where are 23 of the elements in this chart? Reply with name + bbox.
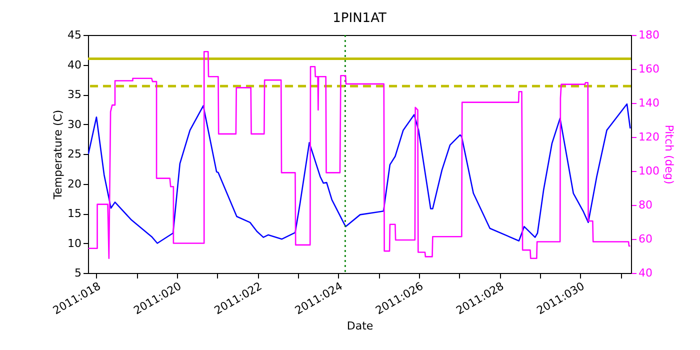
y2-tick-label: 180: [638, 28, 660, 42]
y-tick-label: 15: [68, 207, 82, 220]
y-tick-label: 20: [68, 177, 82, 190]
y-tick-label: 30: [68, 118, 82, 131]
y-tick-label: 35: [68, 88, 82, 101]
y2-axis-title: Pitch (deg): [662, 124, 676, 184]
y2-tick-label: 160: [638, 62, 660, 76]
y2-tick-label: 120: [638, 130, 660, 144]
y2-tick-label: 140: [638, 96, 660, 110]
y-tick-label: 45: [68, 28, 82, 42]
y-axis-title: Temperature (C): [52, 110, 65, 200]
line-series: [88, 51, 631, 260]
y2-tick-label: 40: [638, 266, 652, 280]
chart-title: 1PIN1AT: [332, 11, 386, 26]
y-tick-label: 40: [68, 58, 82, 72]
y2-tick-label: 100: [638, 164, 660, 178]
y2-tick-label: 80: [638, 198, 652, 212]
y-tick-label: 5: [74, 266, 82, 280]
y-tick-label: 25: [68, 148, 82, 160]
line-series: [88, 103, 631, 244]
y-tick-label: 10: [68, 236, 82, 250]
x-axis-title: Date: [346, 319, 374, 332]
y2-tick-label: 60: [638, 232, 652, 246]
